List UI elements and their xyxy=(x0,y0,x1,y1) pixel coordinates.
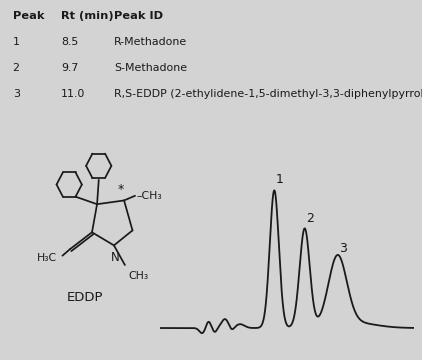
Text: H₃C: H₃C xyxy=(36,253,57,262)
Text: Peak: Peak xyxy=(13,11,44,21)
Text: R,S-EDDP (2-ethylidene-1,5-dimethyl-3,3-diphenylpyrrolidine): R,S-EDDP (2-ethylidene-1,5-dimethyl-3,3-… xyxy=(114,89,422,99)
Text: 9.7: 9.7 xyxy=(61,63,78,73)
Text: 1: 1 xyxy=(13,37,20,47)
Text: N: N xyxy=(111,251,119,264)
Text: 11.0: 11.0 xyxy=(61,89,86,99)
Text: 2: 2 xyxy=(306,212,314,225)
Text: R-Methadone: R-Methadone xyxy=(114,37,187,47)
Text: 1: 1 xyxy=(276,173,284,186)
Text: Rt (min): Rt (min) xyxy=(61,11,114,21)
Text: S-Methadone: S-Methadone xyxy=(114,63,187,73)
Text: Peak ID: Peak ID xyxy=(114,11,163,21)
Text: 3: 3 xyxy=(13,89,20,99)
Text: 3: 3 xyxy=(339,242,347,255)
Text: –CH₃: –CH₃ xyxy=(137,191,162,201)
Text: EDDP: EDDP xyxy=(67,291,103,304)
Text: *: * xyxy=(118,183,124,196)
Text: 2: 2 xyxy=(13,63,19,73)
Text: 8.5: 8.5 xyxy=(61,37,78,47)
Text: CH₃: CH₃ xyxy=(128,271,149,281)
